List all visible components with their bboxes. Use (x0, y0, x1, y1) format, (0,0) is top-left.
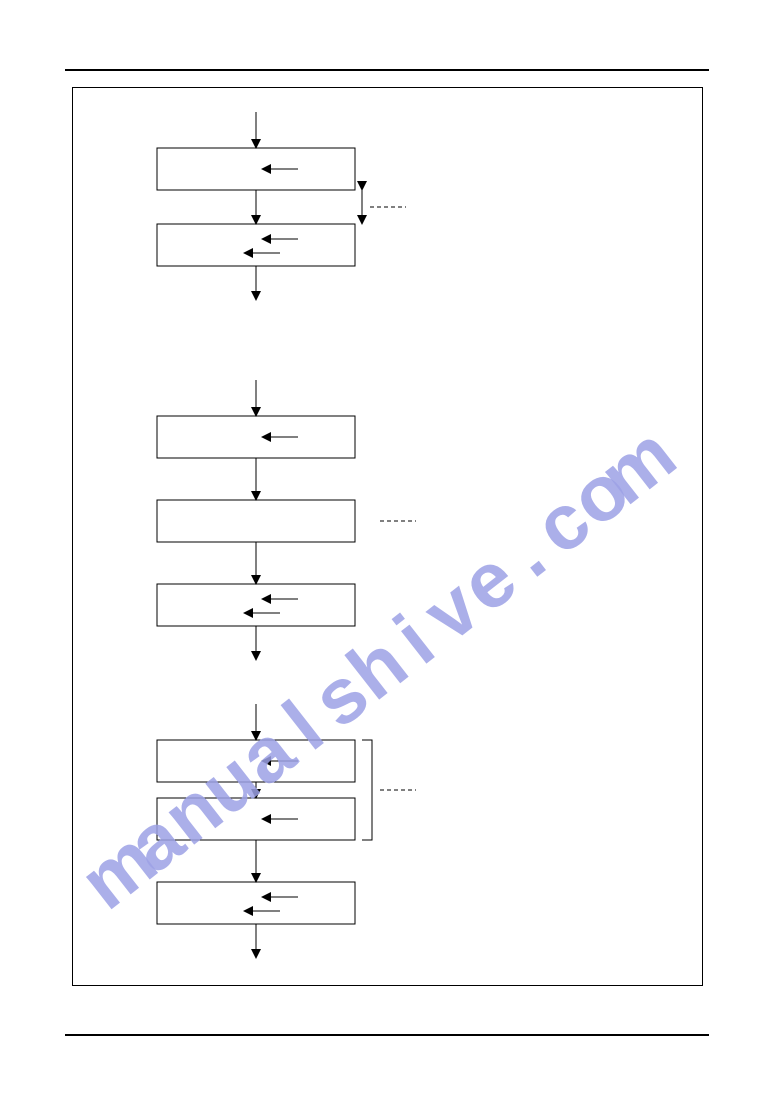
flow-box (157, 148, 355, 190)
flow-box (157, 416, 355, 458)
flow-box (157, 882, 355, 924)
flow-box (157, 584, 355, 626)
flow-box (157, 500, 355, 542)
flowchart-svg (0, 0, 774, 1094)
page-root: manualshive.com (0, 0, 774, 1094)
flow-box (157, 224, 355, 266)
